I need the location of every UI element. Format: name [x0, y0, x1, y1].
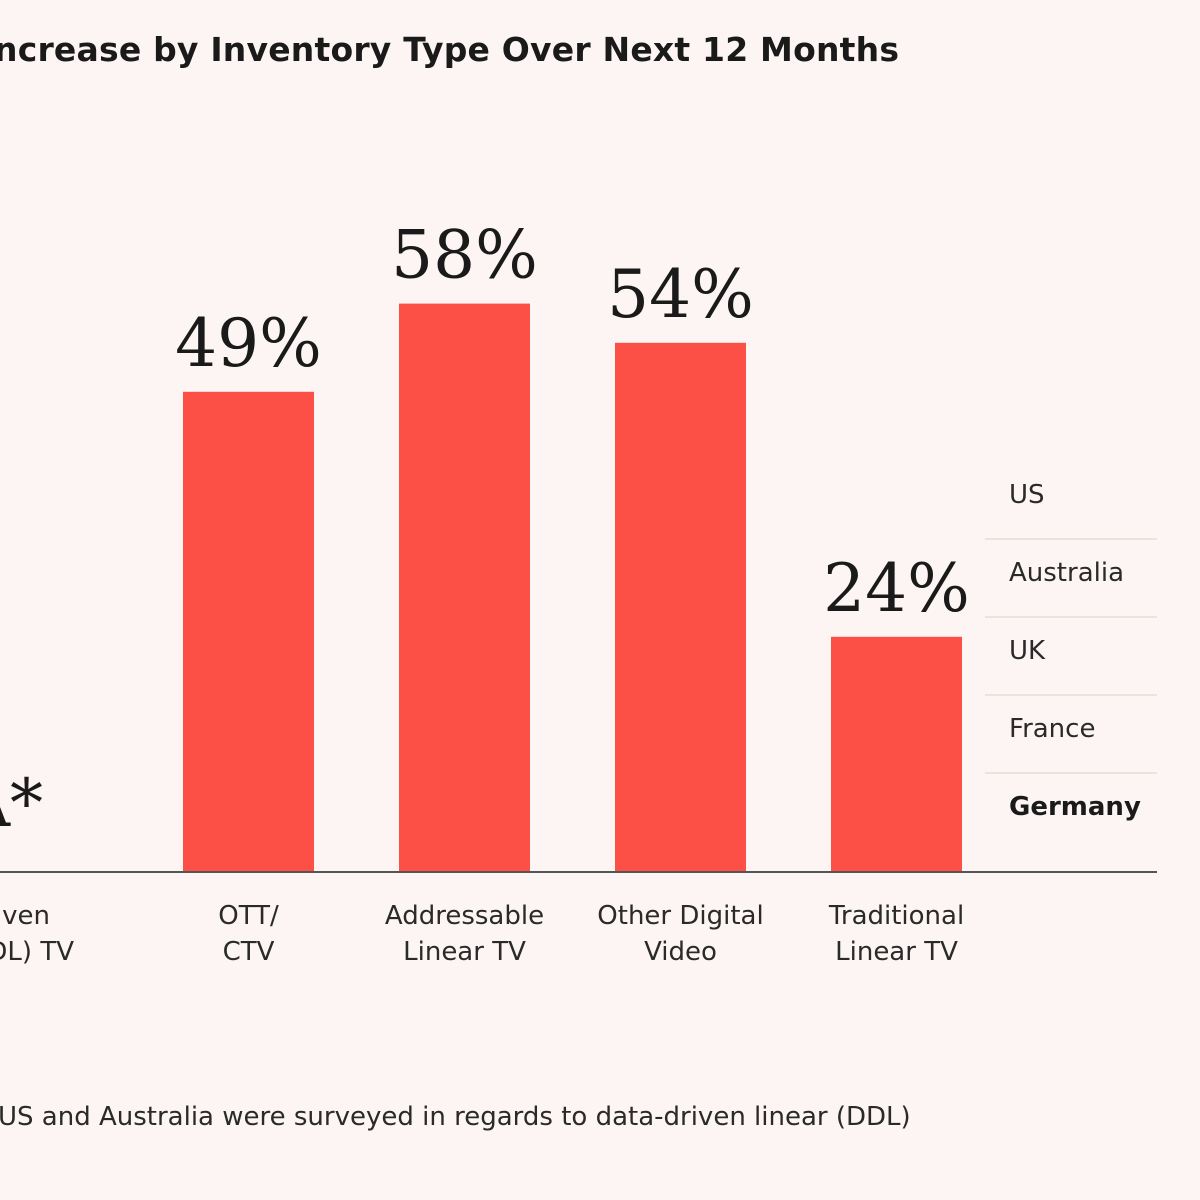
bar-value-label-0: A* [0, 765, 43, 842]
category-label-2-line-1: Linear TV [403, 937, 526, 967]
legend-item-australia[interactable]: Australia [985, 540, 1157, 618]
bar-2 [399, 303, 530, 873]
legend-item-france[interactable]: France [985, 696, 1157, 774]
category-label-0-line-0: ven [2, 901, 50, 931]
category-label-4-line-0: Traditional [828, 901, 964, 931]
chart-title: ncrease by Inventory Type Over Next 12 M… [0, 30, 900, 69]
category-label-2-line-0: Addressable [385, 901, 544, 931]
category-label-0-line-1: DL) TV [0, 937, 74, 967]
bar-value-label-4: 24% [823, 550, 970, 627]
bars-layer [183, 303, 962, 873]
bar-value-label-1: 49% [175, 305, 322, 382]
bar-value-label-2: 58% [391, 217, 538, 294]
legend-item-uk[interactable]: UK [985, 618, 1157, 696]
category-label-1-line-1: CTV [223, 937, 275, 967]
labels-layer: A* ven DL) TV 49% OTT/CTV 58% Addressable Linea… [0, 217, 970, 967]
category-label-3-line-1: Video [644, 937, 717, 967]
country-legend: US Australia UK France Germany [985, 462, 1157, 852]
bar-4 [831, 636, 962, 872]
bar-value-label-3: 54% [607, 256, 754, 333]
legend-item-us[interactable]: US [985, 462, 1157, 540]
legend-item-germany[interactable]: Germany [1009, 792, 1141, 822]
footnote: US and Australia were surveyed in regard… [0, 1102, 911, 1132]
bar-3 [615, 342, 746, 872]
category-label-4-line-1: Linear TV [835, 937, 958, 967]
category-label-3-line-0: Other Digital [597, 901, 763, 931]
category-label-1-line-0: OTT/ [218, 901, 279, 931]
bar-1 [183, 391, 314, 872]
